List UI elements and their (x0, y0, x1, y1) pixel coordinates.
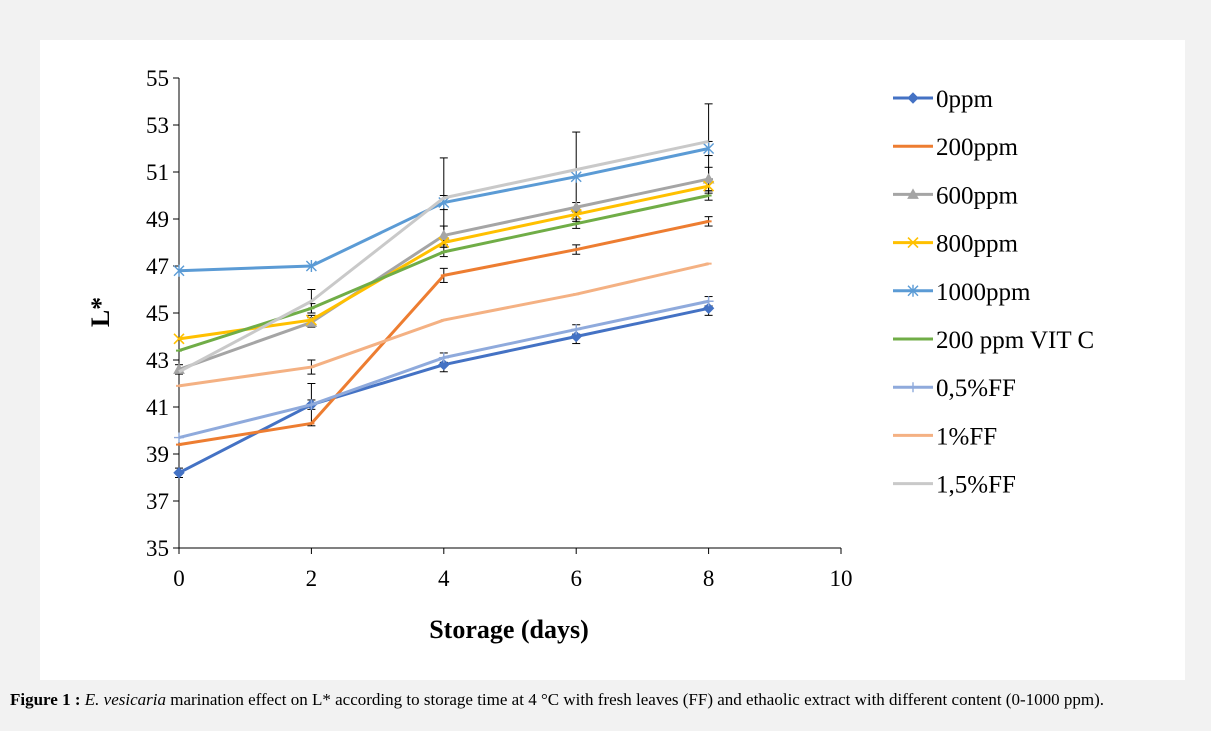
legend: 0ppm 200ppm 600ppm 800ppm 1000ppm 200 ppm VIT… (893, 86, 1094, 499)
legend-label: 200ppm (936, 134, 1019, 161)
x-tick-label: 4 (438, 566, 450, 591)
legend-entry: 600ppm (893, 182, 1019, 209)
y-tick-label: 51 (146, 160, 169, 185)
series-1 (176, 219, 712, 447)
data-point (306, 399, 317, 410)
figure-caption: Figure 1 : E. vesicaria marination effec… (10, 689, 1205, 710)
caption-label: Figure 1 : (10, 690, 81, 709)
x-tick-label: 8 (703, 566, 715, 591)
line-chart: 35 37 39 41 43 45 47 49 51 53 55 0 2 4 6 8 10 0ppm 200ppm… (86, 66, 1094, 644)
figure-panel: 35 37 39 41 43 45 47 49 51 53 55 0 2 4 6 8 10 0ppm 200ppm… (40, 40, 1185, 680)
data-point (305, 260, 317, 272)
data-point (174, 432, 184, 443)
data-point (438, 352, 449, 363)
legend-label: 0,5%FF (936, 375, 1016, 402)
legend-marker (907, 237, 919, 249)
data-point (173, 467, 185, 479)
legend-marker (907, 284, 919, 297)
legend-entry: 1,5%FF (893, 472, 1016, 499)
data-point (703, 296, 714, 307)
x-tick-label: 6 (570, 566, 582, 591)
y-tick-label: 53 (146, 113, 169, 138)
legend-label: 1000ppm (936, 279, 1031, 306)
legend-entry: 200ppm (893, 134, 1019, 161)
series-6 (174, 296, 714, 443)
data-point (570, 330, 582, 343)
error-bars (175, 103, 713, 478)
caption-text: marination effect on L* according to sto… (165, 690, 1105, 709)
data-point (571, 324, 582, 335)
x-tick-label: 10 (830, 566, 853, 591)
series-lines (173, 139, 715, 479)
y-tick-label: 47 (146, 254, 169, 279)
legend-entry: 1%FF (893, 423, 997, 450)
x-tick-label: 0 (173, 566, 185, 591)
y-tick-label: 41 (146, 395, 169, 420)
legend-entry: 800ppm (893, 231, 1019, 258)
y-tick-label: 37 (146, 489, 169, 514)
y-tick-label: 45 (146, 301, 169, 326)
series-8 (178, 139, 709, 374)
data-point (702, 173, 715, 184)
data-point (570, 201, 583, 212)
y-axis-label: L* (86, 297, 115, 327)
y-tick-label: 39 (146, 442, 169, 467)
caption-species: E. vesicaria (84, 690, 166, 709)
axes: 35 37 39 41 43 45 47 49 51 53 55 0 2 4 6 8 10 (146, 66, 853, 591)
series-5 (176, 194, 712, 353)
data-point (570, 170, 582, 183)
legend-label: 200 ppm VIT C (936, 327, 1094, 354)
data-point (570, 208, 582, 220)
data-point (305, 314, 317, 326)
legend-marker (907, 92, 919, 104)
data-point (703, 180, 715, 192)
data-point (173, 264, 185, 277)
data-point (437, 229, 450, 240)
legend-marker (908, 382, 918, 393)
legend-entry: 1000ppm (893, 279, 1031, 306)
y-tick-label: 49 (146, 207, 169, 232)
legend-entry: 200 ppm VIT C (893, 327, 1094, 354)
legend-entry: 0ppm (893, 86, 994, 113)
y-tick-label: 35 (146, 536, 169, 561)
legend-label: 0ppm (936, 86, 994, 113)
data-point (702, 302, 715, 315)
series-line (178, 139, 709, 374)
legend-label: 800ppm (936, 231, 1019, 258)
x-tick-label: 2 (306, 566, 318, 591)
legend-entry: 0,5%FF (893, 375, 1016, 402)
y-tick-label: 55 (146, 66, 169, 91)
data-point (703, 142, 715, 155)
legend-label: 1%FF (936, 423, 997, 450)
legend-label: 1,5%FF (936, 472, 1016, 499)
legend-marker (907, 188, 919, 199)
series-7 (176, 262, 712, 388)
y-tick-label: 43 (146, 348, 169, 373)
data-point (438, 236, 450, 249)
series-line (178, 306, 709, 475)
legend-label: 600ppm (936, 182, 1019, 209)
data-point (173, 333, 185, 345)
data-point (438, 358, 450, 371)
x-axis-label: Storage (days) (429, 615, 589, 644)
